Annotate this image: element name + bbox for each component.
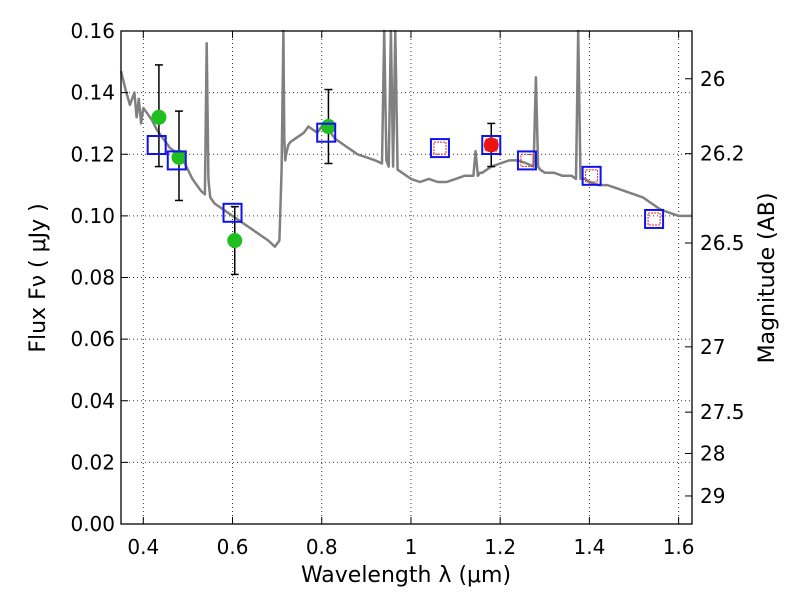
model-photometry-box (166, 150, 187, 171)
x-axis-ticks: 0.4 0.6 0.8 1 1.2 1.4 1.6 (127, 31, 695, 559)
model-photometry-box (481, 135, 502, 156)
right-tick-label: 26.2 (700, 142, 745, 166)
y-tick-label: 0.02 (70, 450, 115, 474)
model-photometry-inner-box (520, 153, 534, 167)
model-photometry-box (644, 208, 665, 229)
y-tick-label: 0.00 (70, 512, 115, 536)
model-photometry-box (581, 165, 602, 186)
x-tick-label: 0.8 (306, 535, 338, 559)
y-tick-label: 0.10 (70, 204, 115, 228)
observed-point-green (320, 119, 336, 135)
observed-point-green (151, 109, 167, 125)
y-axis-label: Flux Fν ( μJy ) (26, 203, 51, 352)
model-photometry-box (429, 138, 450, 159)
x-tick-label: 1.6 (663, 535, 695, 559)
model-photometry-box (222, 202, 243, 223)
model-photometry-inner-box (647, 212, 661, 226)
model-photometry-inner-box (484, 138, 498, 152)
y-tick-label: 0.04 (70, 389, 115, 413)
y-tick-label: 0.06 (70, 327, 115, 351)
model-photometry-boxes (146, 122, 665, 229)
right-tick-label: 27 (700, 335, 725, 359)
right-tick-label: 27.5 (700, 400, 745, 424)
x-tick-label: 1.2 (484, 535, 516, 559)
observed-points (151, 109, 499, 249)
model-photometry-inner-box (585, 169, 599, 183)
x-tick-label: 0.6 (217, 535, 249, 559)
y-tick-label: 0.16 (70, 19, 115, 43)
y-axis-ticks: 0.00 0.02 0.04 0.06 0.08 0.10 0.12 0.14 0.16 (70, 19, 128, 536)
model-photometry-box (316, 122, 337, 143)
model-photometry-box (516, 150, 537, 171)
observed-point-red (483, 137, 499, 153)
y-tick-label: 0.08 (70, 266, 115, 290)
right-tick-label: 28 (700, 441, 725, 465)
observed-point-green (227, 233, 243, 249)
right-axis-label: Magnitude (AB) (755, 193, 780, 364)
model-photometry-inner-box (433, 141, 447, 155)
right-tick-label: 29 (700, 484, 725, 508)
model-photometry-box (146, 135, 167, 156)
y-tick-label: 0.12 (70, 142, 115, 166)
x-tick-label: 0.4 (127, 535, 159, 559)
x-axis-label: Wavelength λ (μm) (301, 563, 511, 588)
observed-point-green (171, 149, 187, 165)
right-axis-ticks: 26 26.2 26.5 27 27.5 28 29 (685, 67, 745, 508)
model-spectrum-line (119, 29, 692, 248)
x-tick-label: 1.4 (573, 535, 605, 559)
y-tick-label: 0.14 (70, 81, 115, 105)
right-tick-label: 26.5 (700, 231, 745, 255)
right-tick-label: 26 (700, 67, 725, 91)
x-tick-label: 1 (405, 535, 418, 559)
model-spectrum (119, 29, 692, 248)
